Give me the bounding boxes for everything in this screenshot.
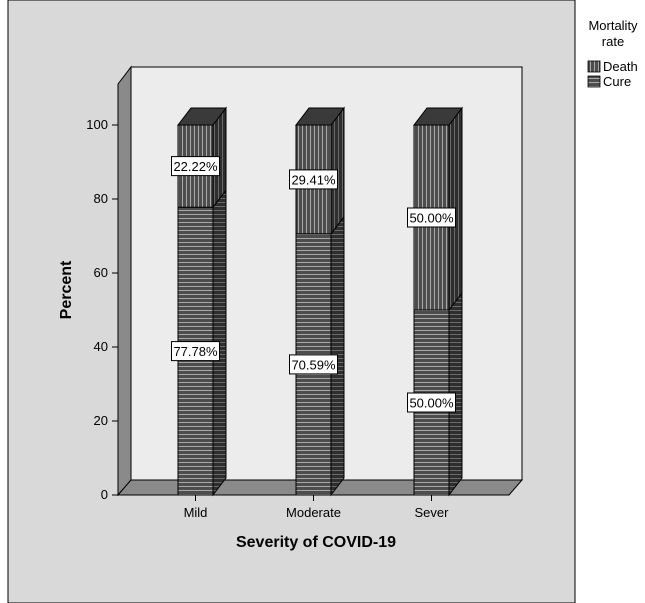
data-labels: 77.78% 22.22% 70.59% 29.41% 50.00% 50.00% [171, 156, 456, 413]
x-tick-label-moderate: Moderate [286, 505, 341, 520]
legend-title-line-2: rate [602, 34, 624, 49]
bar-stack-moderate [294, 106, 346, 497]
legend-label-death: Death [603, 59, 638, 74]
bars [176, 106, 464, 497]
legend-label-cure: Cure [603, 74, 631, 89]
data-label-text: 50.00% [409, 396, 454, 411]
bar-top-moderate [294, 107, 346, 126]
data-label-death-moderate: 29.41% [289, 169, 338, 190]
x-tick-label-mild: Mild [184, 505, 208, 520]
data-label-death-mild: 22.22% [171, 156, 220, 177]
y-tick-label: 20 [94, 413, 108, 428]
data-label-box [289, 169, 338, 190]
data-label-text: 22.22% [173, 159, 218, 174]
data-label-cure-mild: 77.78% [171, 341, 220, 362]
legend: Mortality rate Death Cure [587, 18, 638, 89]
data-label-text: 29.41% [291, 172, 336, 187]
plot-side-wall [117, 65, 132, 497]
legend-swatch-death [587, 60, 601, 73]
data-label-text: 77.78% [173, 344, 218, 359]
data-label-cure-sever: 50.00% [407, 392, 456, 413]
bar-stack-sever [412, 106, 464, 497]
y-axis: 0 20 40 60 80 100 [86, 117, 118, 502]
data-label-death-sever: 50.00% [407, 207, 456, 228]
y-axis-title: Percent [58, 260, 75, 319]
bar-top-sever [412, 107, 464, 126]
data-label-box [171, 156, 220, 177]
bar-top-mild [176, 107, 228, 126]
data-label-box [289, 354, 338, 375]
data-label-text: 50.00% [409, 211, 454, 226]
y-tick-label: 60 [94, 265, 108, 280]
y-tick-label: 0 [101, 487, 108, 502]
legend-title-line-1: Mortality [588, 18, 638, 33]
y-tick-label: 100 [86, 117, 108, 132]
x-axis: Mild Moderate Sever [184, 495, 450, 520]
y-tick-label: 80 [94, 191, 108, 206]
x-tick-label-sever: Sever [415, 505, 450, 520]
data-label-box [407, 392, 456, 413]
data-label-box [171, 341, 220, 362]
data-label-box [407, 207, 456, 228]
data-label-cure-moderate: 70.59% [289, 354, 338, 375]
legend-swatch-cure [587, 75, 601, 88]
data-label-text: 70.59% [291, 357, 336, 372]
x-axis-title: Severity of COVID-19 [236, 534, 396, 551]
y-tick-label: 40 [94, 339, 108, 354]
